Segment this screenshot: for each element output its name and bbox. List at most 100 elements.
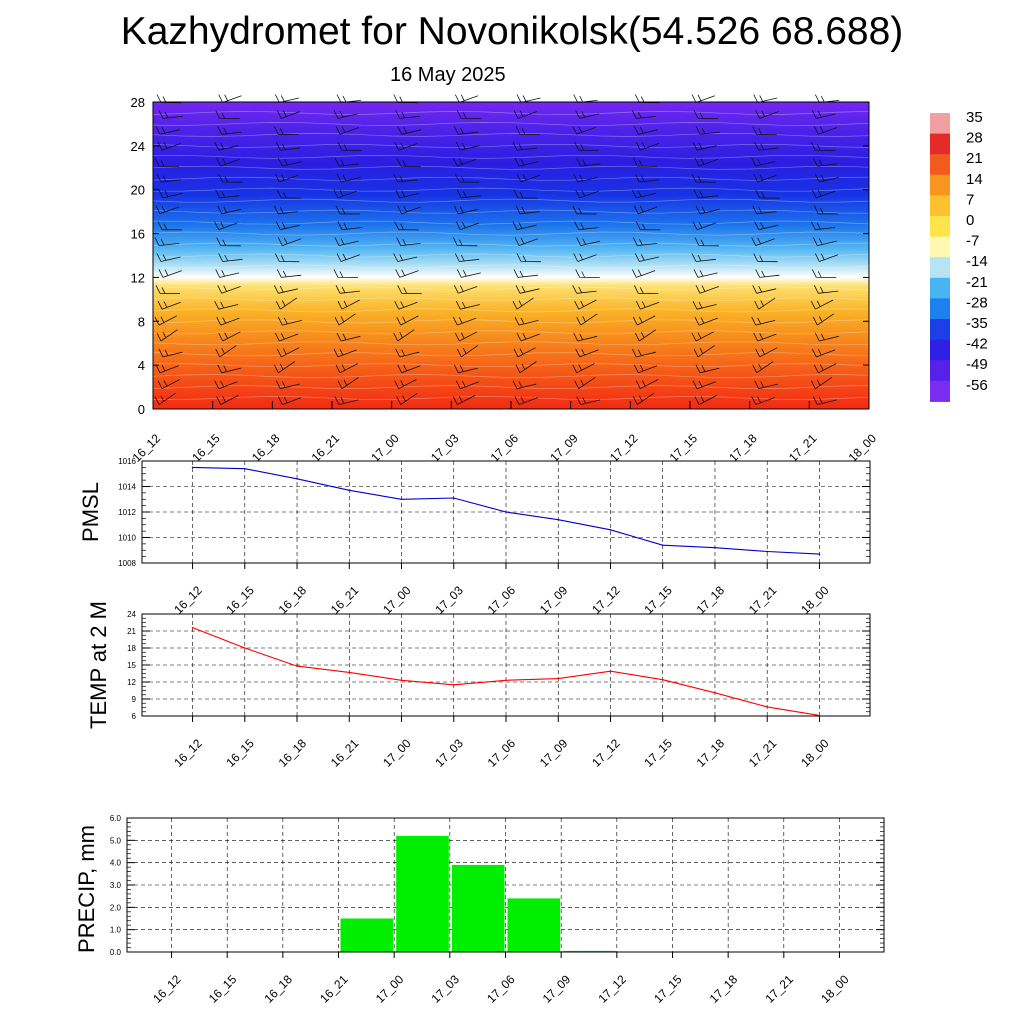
wind-barb (754, 380, 779, 390)
wind-barb (515, 361, 537, 374)
wind-barb (514, 237, 538, 246)
y-tick-label: 1014 (118, 483, 136, 492)
y-tick-label: 6.0 (110, 814, 122, 823)
data-point (766, 706, 769, 708)
wind-barb (155, 364, 179, 374)
precip-bar (396, 835, 449, 952)
wind-barb (275, 380, 300, 390)
isotherm-line (152, 198, 870, 203)
x-tick-label: 17_21 (786, 431, 820, 465)
wind-barb (576, 396, 601, 405)
data-point (243, 467, 246, 470)
wind-barb (455, 221, 480, 231)
wind-barb (456, 345, 479, 358)
y-tick-label: 1010 (118, 534, 136, 543)
colorbar-swatch (930, 216, 950, 238)
data-point (714, 546, 716, 549)
wind-barb (633, 364, 658, 374)
wind-barb (633, 285, 659, 294)
wind-barb (218, 173, 243, 183)
wind-barb (158, 348, 183, 358)
x-tick-label: 17_09 (547, 431, 581, 465)
x-tick-label: 16_21 (317, 972, 351, 1006)
wind-barb (572, 363, 595, 374)
wind-barb (158, 110, 183, 119)
isotherm-line (152, 122, 870, 126)
data-point (661, 544, 664, 546)
wind-barb (814, 253, 839, 262)
y-tick-label: 1.0 (110, 926, 122, 935)
wind-barb (752, 285, 777, 294)
wind-barb (753, 332, 777, 342)
y-tick-label: 20 (131, 183, 145, 198)
x-tick-label: 18_00 (798, 583, 832, 617)
wind-barb (694, 157, 718, 167)
wind-barb (813, 285, 839, 294)
wind-barb (452, 157, 477, 167)
wind-barb (752, 205, 777, 215)
wind-barb (334, 396, 359, 405)
colorbar-label: -14 (966, 253, 988, 270)
x-tick-label: 16_12 (171, 583, 205, 617)
colorbar: 35 28 21 14 7 0 -7 -14 -21 -28 -35 -42 -49 -56 (930, 109, 988, 402)
wind-barb (814, 173, 839, 183)
wind-barb (337, 299, 360, 310)
wind-barb (336, 332, 361, 342)
wind-barb (217, 126, 242, 135)
colorbar-swatch (930, 277, 950, 299)
wind-barb (691, 253, 716, 262)
wind-barb (691, 94, 715, 103)
y-tick-label: 4 (138, 358, 145, 373)
wind-barb (217, 285, 241, 294)
wind-barb (396, 237, 421, 246)
data-point (452, 497, 455, 499)
wind-barb (218, 253, 243, 262)
wind-barb (452, 237, 478, 247)
data-point (191, 626, 194, 629)
isotherm-line (152, 231, 870, 236)
data-point (400, 498, 403, 501)
y-axis-label: TEMP at 2 M (86, 601, 111, 729)
wind-barb (216, 157, 240, 167)
wind-barb (397, 126, 422, 135)
wind-barb (813, 363, 837, 374)
x-tick-label: 16_21 (328, 583, 362, 617)
y-tick-label: 16 (131, 227, 145, 242)
x-tick-label: 17_12 (589, 583, 623, 617)
x-tick-label: 18_00 (798, 736, 832, 770)
wind-barb (632, 315, 656, 326)
wind-barb (277, 237, 302, 246)
wind-barb (274, 173, 299, 183)
wind-barb (810, 221, 836, 231)
y-tick-label: 2.0 (110, 903, 122, 912)
x-tick-label: 17_18 (707, 972, 741, 1006)
y-tick-label: 5.0 (110, 836, 122, 845)
wind-barb (694, 237, 720, 247)
y-axis-label: PMSL (78, 482, 103, 542)
wind-barb (693, 345, 715, 358)
y-tick-label: 24 (131, 139, 145, 154)
wind-barb (394, 221, 419, 231)
wind-barb (454, 253, 480, 262)
colorbar-label: -28 (966, 294, 988, 311)
wind-barb (336, 94, 361, 103)
wind-barb (513, 189, 539, 199)
wind-barb (273, 126, 299, 135)
wind-barb (572, 205, 597, 215)
x-tick-label: 17_06 (485, 583, 519, 617)
wind-barb (395, 189, 420, 199)
wind-barb (513, 269, 538, 278)
wind-barb (814, 94, 840, 103)
wind-barb (335, 285, 360, 294)
wind-barb (274, 94, 299, 103)
wind-barb (692, 380, 716, 390)
isotherm-line (152, 242, 869, 247)
wind-barb (635, 221, 661, 231)
wind-barb (635, 301, 660, 310)
wind-barb (693, 189, 718, 199)
wind-barb (156, 253, 181, 262)
wind-barb (277, 316, 302, 326)
wind-barb (575, 110, 600, 119)
x-tick-label: 17_00 (368, 431, 402, 465)
